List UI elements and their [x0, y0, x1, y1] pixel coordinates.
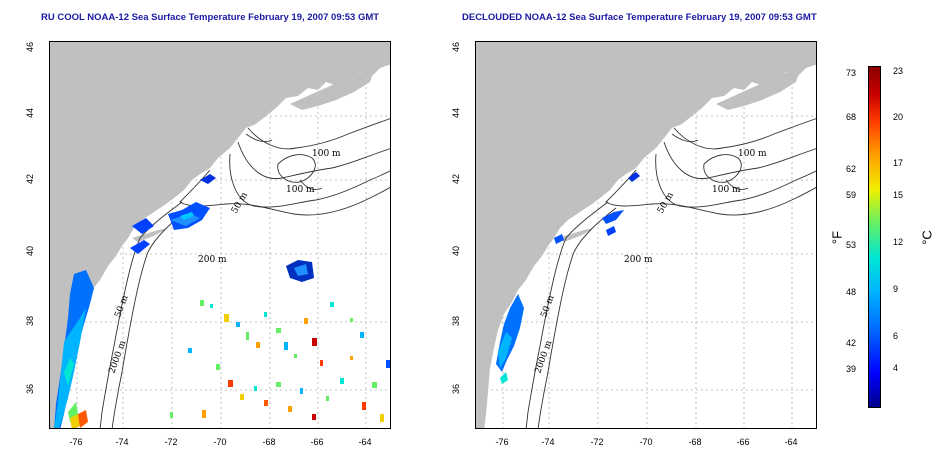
lon-tick-label: -72 [164, 437, 178, 447]
raw-sst-map-canvas: 100 m 100 m 50 m 200 m 50 m 2000 m [50, 42, 390, 428]
fahrenheit-tick-label: 48 [845, 287, 856, 297]
fahrenheit-tick-label: 59 [845, 190, 856, 200]
declouded-sst-map-canvas: 100 m 100 m 50 m 200 m 50 m 2000 m [476, 42, 816, 428]
land-mass [50, 42, 390, 428]
declouded-sst-map[interactable]: 100 m 100 m 50 m 200 m 50 m 2000 m [475, 41, 817, 429]
long-island [132, 228, 168, 242]
bathymetry-contours [99, 118, 390, 428]
land-mass [476, 42, 816, 428]
celsius-tick-label: 20 [893, 112, 904, 122]
sst-scattered-pixels [170, 300, 390, 422]
celsius-tick-label: 17 [893, 158, 904, 168]
sst-data-pixels [496, 172, 640, 384]
celsius-tick-label: 23 [893, 66, 904, 76]
lat-tick-label: 42 [25, 174, 35, 185]
contour-label: 2000 m [107, 339, 128, 375]
lat-tick-label: 46 [25, 42, 35, 53]
contour-label: 100 m [312, 149, 341, 159]
fahrenheit-tick-label: 42 [845, 338, 856, 348]
sst-data-pixels [54, 174, 314, 428]
fahrenheit-tick-label: 73 [845, 68, 856, 78]
lon-tick-label: -66 [310, 437, 324, 447]
lon-tick-label: -68 [262, 437, 276, 447]
contour-label: 200 m [624, 255, 653, 265]
contour-label: 100 m [712, 185, 741, 195]
lat-tick-label: 44 [25, 108, 35, 119]
lat-tick-label: 38 [25, 316, 35, 327]
lat-tick-label: 36 [25, 384, 35, 395]
celsius-tick-label: 9 [893, 284, 899, 294]
celsius-tick-label: 4 [893, 363, 899, 373]
contour-label: 2000 m [533, 339, 554, 375]
contour-label: 50 m [113, 294, 130, 319]
right-map-title: DECLOUDED NOAA-12 Sea Surface Temperatur… [462, 12, 817, 23]
lat-tick-label: 44 [451, 108, 461, 119]
lon-tick-label: -70 [639, 437, 653, 447]
lon-tick-label: -74 [541, 437, 555, 447]
lat-tick-label: 42 [451, 174, 461, 185]
fahrenheit-tick-label: 68 [845, 112, 856, 122]
fahrenheit-tick-label: 53 [845, 240, 856, 250]
lon-tick-label: -68 [688, 437, 702, 447]
contour-label: 200 m [198, 255, 227, 265]
long-island [558, 228, 594, 242]
contour-label: 100 m [286, 185, 315, 195]
raw-sst-map[interactable]: 100 m 100 m 50 m 200 m 50 m 2000 m [49, 41, 391, 429]
celsius-tick-label: 6 [893, 331, 899, 341]
lat-tick-label: 40 [451, 246, 461, 257]
nova-scotia [716, 70, 800, 110]
lat-tick-label: 38 [451, 316, 461, 327]
lon-tick-label: -64 [784, 437, 798, 447]
fahrenheit-unit-label: °F [829, 230, 845, 245]
celsius-tick-label: 15 [893, 190, 904, 200]
lon-tick-label: -72 [590, 437, 604, 447]
lon-tick-label: -76 [495, 437, 509, 447]
lon-tick-label: -64 [358, 437, 372, 447]
fahrenheit-tick-label: 39 [845, 364, 856, 374]
temperature-colorbar [868, 66, 881, 408]
lon-tick-label: -74 [115, 437, 129, 447]
lat-tick-label: 36 [451, 384, 461, 395]
bathymetry-contours [525, 118, 816, 428]
nova-scotia [290, 70, 374, 110]
celsius-unit-label: °C [919, 230, 935, 245]
left-map-title: RU COOL NOAA-12 Sea Surface Temperature … [41, 12, 380, 23]
lon-tick-label: -70 [213, 437, 227, 447]
celsius-tick-label: 12 [893, 237, 904, 247]
lon-tick-label: -76 [69, 437, 83, 447]
fahrenheit-tick-label: 62 [845, 164, 856, 174]
lat-tick-label: 46 [451, 42, 461, 53]
contour-label: 100 m [738, 149, 767, 159]
lon-tick-label: -66 [736, 437, 750, 447]
contour-label: 50 m [539, 294, 556, 319]
lat-tick-label: 40 [25, 246, 35, 257]
